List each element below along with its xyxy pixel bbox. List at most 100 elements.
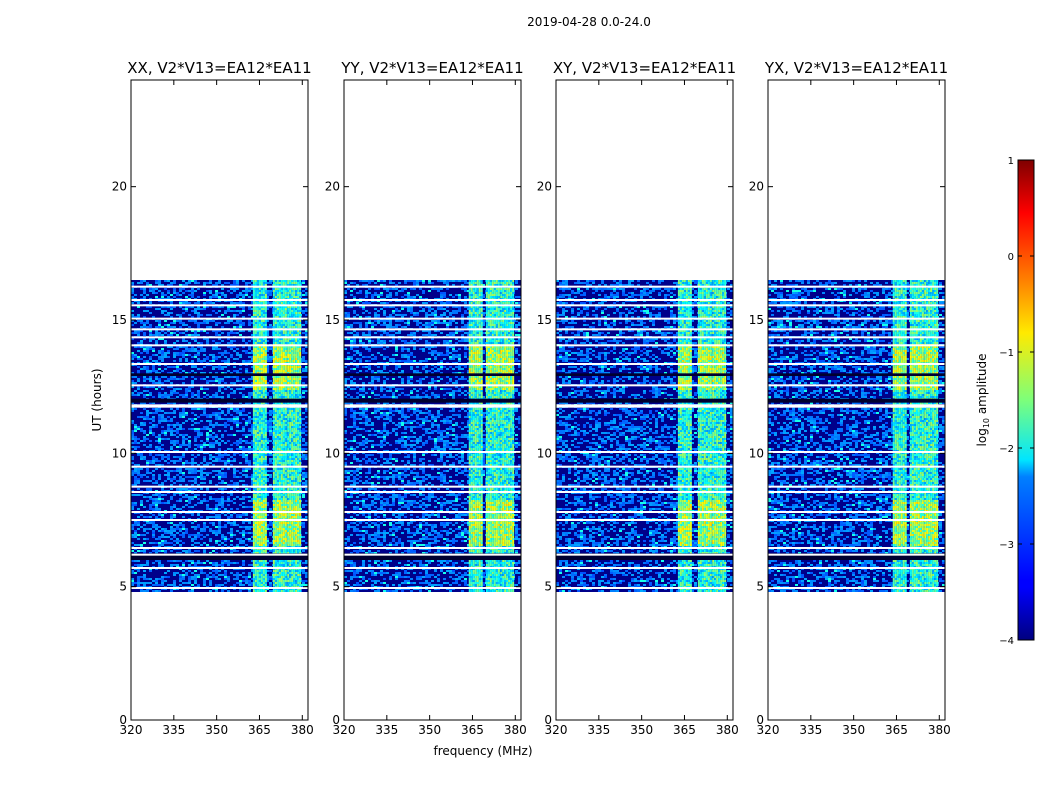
noise-cell <box>209 326 212 328</box>
noise-cell <box>149 348 152 350</box>
noise-cell <box>155 334 158 336</box>
noise-cell <box>248 308 251 310</box>
noise-cell <box>221 294 224 296</box>
noise-cell <box>245 368 248 370</box>
noise-cell <box>179 378 182 380</box>
noise-cell <box>230 310 233 312</box>
noise-cell <box>230 348 233 350</box>
noise-cell <box>215 358 218 360</box>
noise-cell <box>197 334 200 336</box>
noise-cell <box>224 356 227 358</box>
noise-cell <box>185 376 188 378</box>
noise-cell <box>158 324 161 326</box>
noise-cell <box>182 354 185 356</box>
noise-cell <box>155 342 158 344</box>
noise-cell <box>302 368 305 370</box>
noise-cell <box>146 352 149 354</box>
noise-cell <box>242 290 245 292</box>
noise-cell <box>245 350 248 352</box>
noise-cell <box>215 366 218 368</box>
noise-cell <box>182 288 185 290</box>
noise-cell <box>191 310 194 312</box>
noise-cell <box>149 288 152 290</box>
noise-cell <box>155 332 158 334</box>
noise-cell <box>134 322 137 324</box>
noise-cell <box>143 288 146 290</box>
noise-cell <box>158 280 161 282</box>
noise-cell <box>134 294 137 296</box>
noise-cell <box>203 378 206 380</box>
noise-cell <box>230 356 233 358</box>
noise-cell <box>152 334 155 336</box>
noise-cell <box>161 370 164 372</box>
noise-cell <box>236 352 239 354</box>
noise-cell <box>179 352 182 354</box>
noise-cell <box>185 358 188 360</box>
noise-cell <box>176 378 179 380</box>
noise-cell <box>206 326 209 328</box>
noise-cell <box>248 324 251 326</box>
noise-cell <box>236 332 239 334</box>
noise-cell <box>182 324 185 326</box>
noise-cell <box>140 326 143 328</box>
noise-cell <box>203 350 206 352</box>
noise-cell <box>197 368 200 370</box>
noise-cell <box>302 282 305 284</box>
noise-cell <box>245 294 248 296</box>
noise-cell <box>155 308 158 310</box>
noise-cell <box>149 312 152 314</box>
noise-cell <box>224 310 227 312</box>
noise-cell <box>152 288 155 290</box>
noise-cell <box>224 322 227 324</box>
noise-cell <box>173 288 176 290</box>
noise-cell <box>200 322 203 324</box>
noise-cell <box>149 370 152 372</box>
noise-cell <box>236 310 239 312</box>
noise-cell <box>185 296 188 298</box>
noise-cell <box>269 324 272 326</box>
noise-cell <box>221 314 224 316</box>
noise-cell <box>218 378 221 380</box>
noise-cell <box>224 366 227 368</box>
noise-cell <box>215 342 218 344</box>
noise-cell <box>173 290 176 292</box>
noise-cell <box>242 280 245 282</box>
noise-cell <box>158 368 161 370</box>
noise-cell <box>236 358 239 360</box>
noise-cell <box>185 310 188 312</box>
noise-cell <box>176 368 179 370</box>
noise-cell <box>185 334 188 336</box>
noise-cell <box>155 292 158 294</box>
noise-cell <box>167 356 170 358</box>
noise-cell <box>227 320 230 322</box>
noise-cell <box>227 308 230 310</box>
noise-cell <box>155 340 158 342</box>
noise-cell <box>143 296 146 298</box>
noise-cell <box>191 360 194 362</box>
noise-cell <box>194 280 197 282</box>
noise-cell <box>182 292 185 294</box>
noise-cell <box>224 282 227 284</box>
noise-cell <box>203 358 206 360</box>
figure-suptitle: 2019-04-28 0.0-24.0 <box>527 15 651 29</box>
noise-cell <box>212 302 215 304</box>
noise-cell <box>182 302 185 304</box>
noise-cell <box>248 320 251 322</box>
noise-cell <box>212 360 215 362</box>
noise-cell <box>233 314 236 316</box>
noise-cell <box>146 360 149 362</box>
noise-cell <box>134 356 137 358</box>
noise-cell <box>218 310 221 312</box>
noise-cell <box>167 314 170 316</box>
noise-cell <box>194 320 197 322</box>
noise-cell <box>239 356 242 358</box>
noise-cell <box>197 350 200 352</box>
noise-cell <box>194 366 197 368</box>
noise-cell <box>233 358 236 360</box>
noise-cell <box>245 360 248 362</box>
noise-cell <box>227 376 230 378</box>
noise-cell <box>155 354 158 356</box>
noise-cell <box>212 296 215 298</box>
noise-cell <box>197 352 200 354</box>
noise-cell <box>143 334 146 336</box>
